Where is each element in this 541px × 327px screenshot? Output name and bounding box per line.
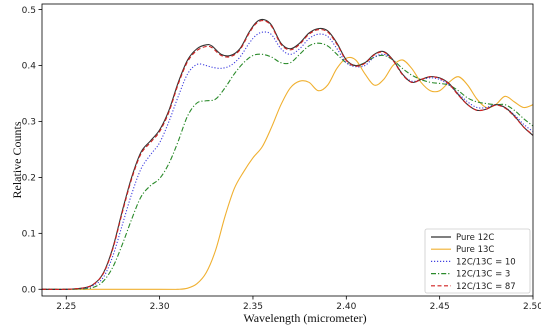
x-tick-label: 2.25 [56, 302, 76, 312]
plot-area [42, 18, 533, 290]
x-tick-label: 2.45 [430, 302, 450, 312]
x-tick-label: 2.40 [336, 302, 356, 312]
x-tick-label: 2.30 [150, 302, 170, 312]
x-tick-label: 2.50 [523, 302, 541, 312]
series-line-3 [42, 42, 533, 290]
y-tick-label: 0.4 [22, 62, 37, 72]
legend-label: Pure 13C [456, 245, 494, 255]
legend-label: Pure 12C [456, 233, 494, 243]
series-lines [42, 18, 533, 290]
plot-frame [41, 3, 534, 297]
y-tick-label: 0.5 [22, 6, 36, 16]
legend-label: 12C/13C = 10 [456, 257, 516, 267]
y-axis-label: Relative Counts [10, 121, 24, 198]
legend-label: 12C/13C = 3 [456, 270, 510, 280]
legend-label: 12C/13C = 87 [456, 282, 516, 292]
y-tick-label: 0.0 [22, 285, 37, 295]
y-tick-label: 0.2 [22, 174, 36, 184]
x-tick-label: 2.35 [243, 302, 263, 312]
x-axis-label: Wavelength (micrometer) [243, 311, 366, 325]
axes: 2.25 2.30 2.35 2.40 2.45 2.50 0.0 0.1 0.2 0.3 0.4 0… [22, 3, 541, 312]
legend-box [424, 228, 531, 294]
y-tick-label: 0.1 [22, 230, 36, 240]
legend: Pure 12C Pure 13C 12C/13C = 10 12C/13C = 3 1… [424, 228, 531, 294]
y-tick-label: 0.3 [22, 118, 36, 128]
